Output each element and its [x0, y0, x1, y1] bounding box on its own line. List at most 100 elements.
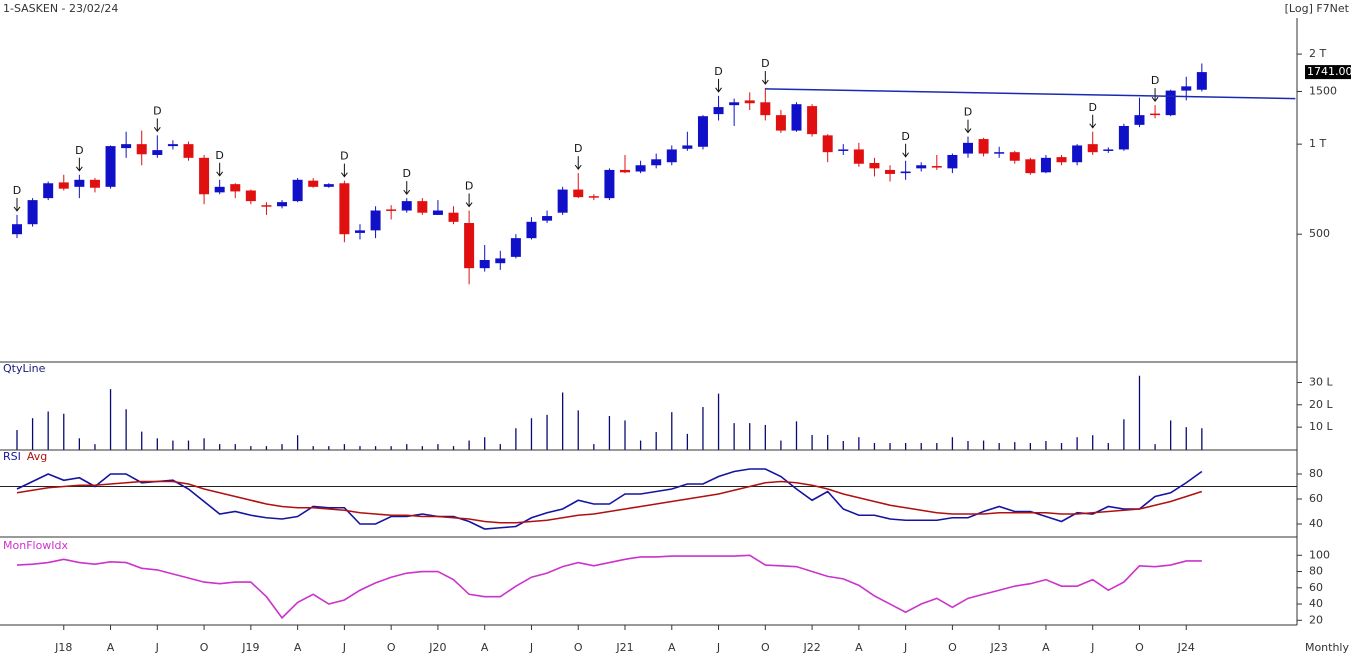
candle-body — [89, 179, 100, 188]
candle-body — [1040, 157, 1051, 173]
candle-body — [962, 142, 973, 154]
period-label: Monthly — [1305, 641, 1350, 654]
candle-body — [43, 183, 54, 199]
x-tick-label: J18 — [54, 641, 72, 654]
dividend-marker: D — [403, 167, 411, 180]
y-tick-label: 40 — [1309, 597, 1323, 610]
candle-body — [121, 144, 132, 149]
y-tick-label: 20 — [1309, 613, 1323, 626]
candle-body — [386, 209, 397, 211]
dividend-marker: D — [465, 180, 473, 193]
marker-arrow — [75, 157, 83, 172]
candle-body — [869, 162, 880, 169]
candle-body — [152, 150, 163, 155]
candle-body — [464, 223, 475, 269]
candle-body — [339, 183, 350, 235]
candle-body — [370, 210, 381, 231]
candle-body — [651, 159, 662, 166]
candle-body — [1087, 144, 1098, 153]
candle-body — [807, 106, 818, 135]
dividend-marker: D — [215, 149, 223, 162]
marker-arrow — [1089, 114, 1097, 129]
candle-body — [635, 165, 646, 172]
candle-body — [27, 200, 38, 225]
candle-body — [666, 149, 677, 163]
x-tick-label: A — [294, 641, 302, 654]
candle-body — [479, 259, 490, 269]
candle-body — [74, 179, 85, 187]
dividend-marker: D — [964, 106, 972, 119]
y-tick-label: 1500 — [1309, 84, 1337, 97]
x-tick-label: J — [155, 641, 159, 654]
series-line — [16, 554, 1202, 620]
candle-body — [261, 205, 272, 207]
candle-body — [1103, 149, 1114, 151]
x-tick-label: J22 — [802, 641, 820, 654]
candle-body — [947, 154, 958, 169]
y-tick-label: 60 — [1309, 492, 1323, 505]
marker-arrow — [574, 156, 582, 170]
candle-body — [292, 179, 303, 202]
marker-arrow — [465, 193, 473, 208]
candle-body — [417, 201, 428, 213]
y-tick-label: 1 T — [1309, 137, 1326, 150]
x-tick-label: A — [481, 641, 489, 654]
candle-body — [323, 184, 334, 187]
candle-body — [682, 145, 693, 149]
x-tick-label: J23 — [990, 641, 1008, 654]
x-tick-label: J — [903, 641, 907, 654]
candle-body — [853, 149, 864, 164]
candle-body — [277, 202, 288, 207]
x-tick-label: O — [948, 641, 957, 654]
x-tick-label: J — [342, 641, 346, 654]
x-tick-label: A — [1042, 641, 1050, 654]
dividend-marker: D — [153, 104, 161, 117]
dividend-marker: D — [761, 57, 769, 70]
candle-body — [1134, 115, 1145, 125]
marker-arrow — [1151, 88, 1159, 102]
x-tick-label: O — [574, 641, 583, 654]
x-tick-label: J21 — [615, 641, 633, 654]
dividend-marker: D — [1088, 101, 1096, 114]
y-tick-label: 2 T — [1309, 47, 1326, 60]
candle-body — [1196, 72, 1207, 90]
candle-body — [167, 144, 178, 147]
candle-body — [308, 180, 319, 187]
x-tick-label: J24 — [1177, 641, 1195, 654]
y-tick-label: 60 — [1309, 581, 1323, 594]
x-tick-label: A — [855, 641, 863, 654]
candle-body — [744, 100, 755, 104]
candle-body — [1165, 90, 1176, 116]
dividend-marker: D — [340, 150, 348, 163]
dividend-marker: D — [1151, 74, 1159, 87]
candle-body — [245, 190, 256, 202]
candle-body — [994, 152, 1005, 154]
marker-arrow — [761, 71, 769, 85]
candle-body — [838, 149, 849, 151]
candle-body — [931, 166, 942, 168]
candle-body — [1009, 152, 1020, 161]
x-tick-label: O — [387, 641, 396, 654]
marker-arrow — [902, 143, 910, 158]
candle-body — [1118, 125, 1129, 150]
candle-body — [526, 221, 537, 239]
legend-label: RSI — [3, 450, 21, 463]
level-line — [765, 88, 1296, 100]
candle-body — [791, 104, 802, 131]
legend-label: Avg — [27, 450, 47, 463]
candle-body — [588, 196, 599, 198]
candle-body — [1056, 157, 1067, 163]
y-tick-label: 500 — [1309, 227, 1330, 240]
candle-body — [573, 189, 584, 198]
candle-body — [697, 116, 708, 147]
candle-body — [760, 102, 771, 116]
x-tick-label: O — [761, 641, 770, 654]
candle-body — [1025, 159, 1036, 174]
x-tick-label: J — [1090, 641, 1094, 654]
dividend-marker: D — [574, 142, 582, 155]
candle-body — [354, 230, 365, 233]
candle-body — [105, 146, 116, 187]
candle-body — [183, 144, 194, 158]
legend-label: MonFlowIdx — [3, 539, 69, 552]
x-tick-label: O — [200, 641, 209, 654]
